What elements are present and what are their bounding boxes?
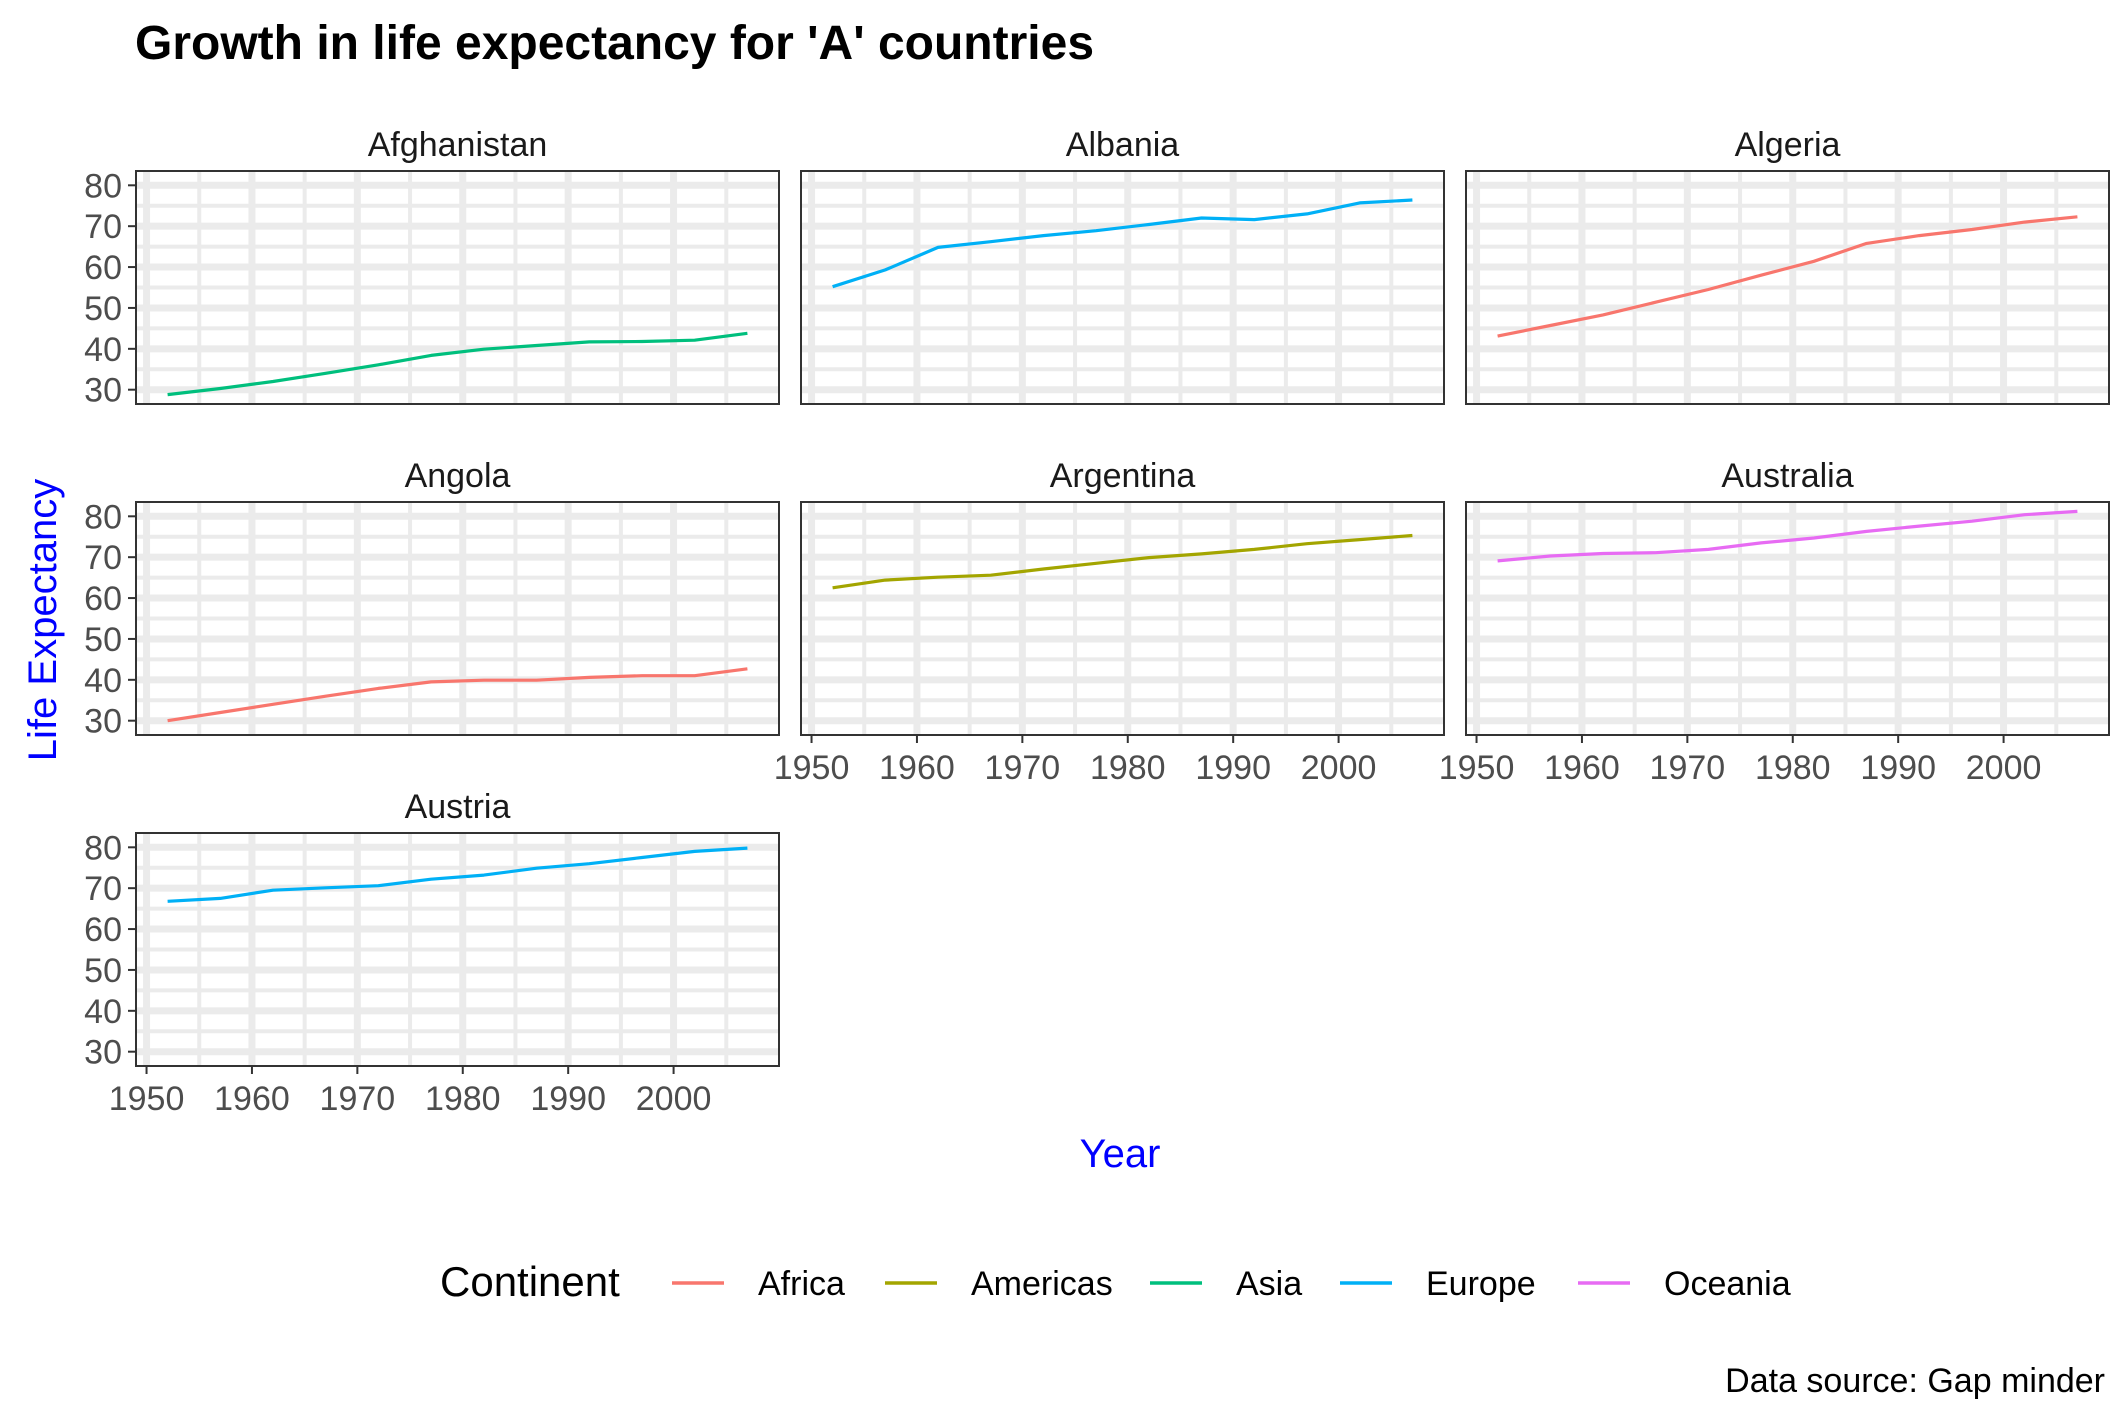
y-tick-label: 30	[84, 1034, 122, 1072]
legend-label-asia: Asia	[1236, 1265, 1302, 1303]
panel-border	[800, 170, 1445, 405]
y-tick-label: 50	[84, 290, 122, 328]
x-tick-label: 1960	[1544, 749, 1620, 787]
series-line-argentina	[832, 533, 1413, 590]
y-tick-label: 80	[84, 167, 122, 205]
x-tick-label: 2000	[636, 1080, 712, 1118]
legend-label-oceania: Oceania	[1664, 1265, 1791, 1303]
x-tick-label: 2000	[1966, 749, 2042, 787]
y-tick-label: 50	[84, 621, 122, 659]
panel-title-afghanistan: Afghanistan	[368, 126, 548, 164]
x-tick-label: 1970	[985, 749, 1061, 787]
y-tick-label: 40	[84, 993, 122, 1031]
y-tick-label: 70	[84, 870, 122, 908]
y-tick-label: 40	[84, 662, 122, 700]
x-tick-label: 1980	[425, 1080, 501, 1118]
panel-title-albania: Albania	[1066, 126, 1180, 164]
panel-border	[135, 501, 780, 736]
panel-title-algeria: Algeria	[1735, 126, 1841, 164]
panel-border	[1465, 501, 2110, 736]
chart-title: Growth in life expectancy for 'A' countr…	[135, 17, 1094, 70]
caption: Data source: Gap minder	[1725, 1362, 2105, 1400]
panel-argentina: Argentina 1950 1960 1970 1980 1990 2000	[774, 457, 1445, 787]
legend-title: Continent	[440, 1258, 620, 1305]
y-tick-label: 40	[84, 331, 122, 369]
legend: Continent Africa Americas Asia Europe Oceani…	[440, 1258, 1791, 1305]
x-tick-label: 1980	[1755, 749, 1831, 787]
x-tick-label: 1950	[109, 1080, 185, 1118]
panel-border	[1465, 170, 2110, 405]
series-line-australia	[1497, 509, 2078, 563]
series-line-austria	[167, 846, 748, 903]
panel-title-austria: Austria	[405, 788, 511, 826]
x-tick-label: 2000	[1301, 749, 1377, 787]
x-tick-label: 1970	[1650, 749, 1726, 787]
x-tick-label: 1950	[1439, 749, 1515, 787]
y-tick-label: 80	[84, 498, 122, 536]
y-axis-title: Life Expectancy	[21, 479, 65, 761]
y-tick-label: 70	[84, 539, 122, 577]
y-tick-label: 60	[84, 911, 122, 949]
series-line-afghanistan	[167, 331, 748, 397]
x-tick-label: 1990	[1195, 749, 1271, 787]
panel-border	[800, 501, 1445, 736]
x-tick-label: 1980	[1090, 749, 1166, 787]
panel-title-argentina: Argentina	[1050, 457, 1196, 495]
x-tick-label: 1960	[214, 1080, 290, 1118]
y-tick-label: 60	[84, 580, 122, 618]
panel-albania: Albania	[800, 126, 1445, 405]
panel-border	[135, 170, 780, 405]
y-tick-label: 60	[84, 249, 122, 287]
x-tick-label: 1950	[774, 749, 850, 787]
y-tick-label: 30	[84, 372, 122, 410]
legend-label-americas: Americas	[971, 1265, 1113, 1303]
y-tick-label: 50	[84, 952, 122, 990]
y-tick-label: 70	[84, 208, 122, 246]
panel-border	[135, 832, 780, 1067]
legend-label-africa: Africa	[758, 1265, 845, 1303]
x-axis-title: Year	[1080, 1132, 1161, 1176]
x-tick-label: 1970	[320, 1080, 396, 1118]
series-line-albania	[832, 198, 1413, 289]
series-line-algeria	[1497, 215, 2078, 338]
y-tick-label: 80	[84, 829, 122, 867]
panel-title-australia: Australia	[1721, 457, 1853, 495]
panel-australia: Australia 1950 1960 1970 1980 1990 2000	[1439, 457, 2110, 787]
x-tick-label: 1990	[530, 1080, 606, 1118]
legend-label-europe: Europe	[1426, 1265, 1536, 1303]
panel-algeria: Algeria	[1465, 126, 2110, 405]
x-tick-label: 1960	[879, 749, 955, 787]
panel-title-angola: Angola	[405, 457, 511, 495]
series-line-angola	[167, 667, 748, 723]
x-tick-label: 1990	[1860, 749, 1936, 787]
y-tick-label: 30	[84, 703, 122, 741]
